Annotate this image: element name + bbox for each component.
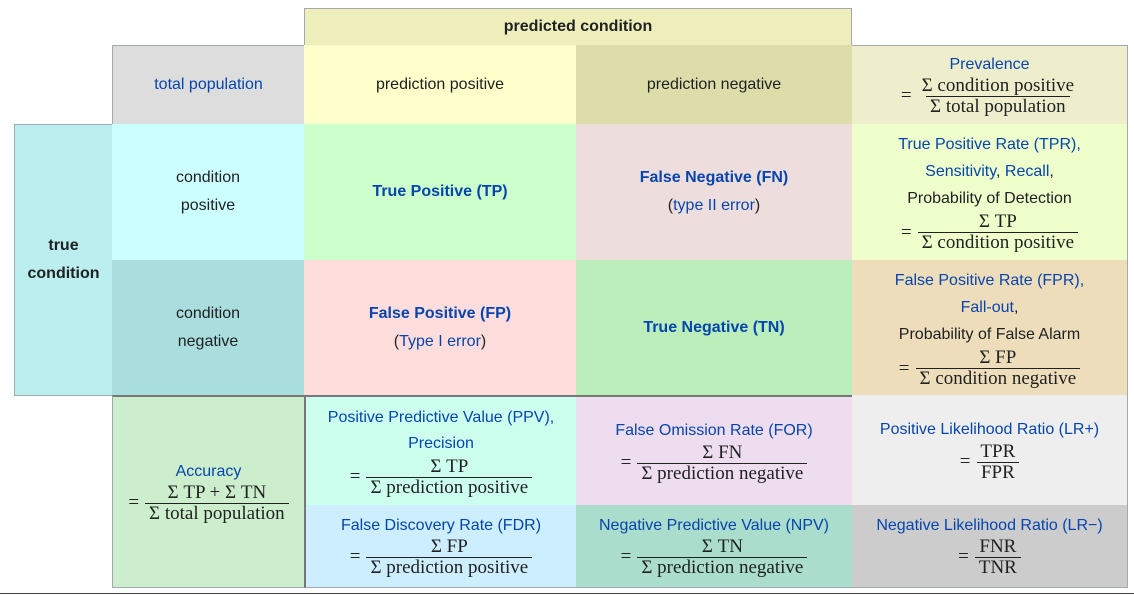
true-condition-label: true condition <box>14 124 113 396</box>
probability-of-false-alarm-label: Probability of False Alarm <box>898 325 1081 343</box>
bottom-divider <box>0 593 1134 594</box>
accuracy-cell: Accuracy = Σ TP + Σ TN Σ total populatio… <box>112 395 305 588</box>
for-formula: = Σ FN Σ prediction negative <box>621 442 808 484</box>
npv-formula: = Σ TN Σ prediction negative <box>621 536 808 578</box>
probability-of-detection-label: Probability of Detection <box>907 190 1072 207</box>
false-negative-label[interactable]: False Negative (FN) <box>639 169 789 186</box>
true-positive-label[interactable]: True Positive (TP) <box>372 183 508 200</box>
fdr-cell: False Discovery Rate (FDR) = Σ FP Σ pred… <box>304 505 577 588</box>
precision-link[interactable]: Precision <box>408 434 474 452</box>
prevalence-link[interactable]: Prevalence <box>949 55 1030 73</box>
false-negative-cell: False Negative (FN) (type II error) <box>576 124 853 261</box>
lr-positive-formula: = TPR FPR <box>960 441 1020 483</box>
total-population-cell[interactable]: total population <box>112 45 305 125</box>
ppv-formula: = Σ TP Σ prediction positive <box>350 456 533 498</box>
prediction-positive-label: prediction positive <box>375 75 505 93</box>
prevalence-cell: Prevalence = Σ condition positive Σ tota… <box>852 45 1128 125</box>
prevalence-formula: = Σ condition positive Σ total populatio… <box>900 74 1075 117</box>
total-population-label[interactable]: total population <box>154 76 263 93</box>
false-positive-cell: False Positive (FP) (Type I error) <box>304 260 577 396</box>
accuracy-formula: = Σ TP + Σ TN Σ total population <box>128 482 289 524</box>
fpr-cell: False Positive Rate (FPR), Fall-out, Pro… <box>852 260 1128 396</box>
lr-positive-cell: Positive Likelihood Ratio (LR+) = TPR FP… <box>852 395 1128 506</box>
sensitivity-recall-line: Sensitivity, Recall, <box>925 163 1054 180</box>
lr-negative-link[interactable]: Negative Likelihood Ratio (LR−) <box>876 516 1103 534</box>
prediction-negative-label: prediction negative <box>646 75 782 93</box>
true-positive-cell[interactable]: True Positive (TP) <box>304 124 577 261</box>
lr-negative-formula: = FNR TNR <box>958 536 1021 578</box>
predicted-condition-label: predicted condition <box>503 18 653 35</box>
lr-negative-cell: Negative Likelihood Ratio (LR−) = FNR TN… <box>852 505 1128 588</box>
condition-negative-cell: condition negative <box>112 260 305 396</box>
type-i-error-link[interactable]: Type I error <box>399 332 481 350</box>
tpr-formula: = Σ TP Σ condition positive <box>901 212 1079 253</box>
recall-link[interactable]: Recall <box>1004 163 1050 180</box>
prediction-positive-cell: prediction positive <box>304 45 577 125</box>
sensitivity-link[interactable]: Sensitivity <box>925 163 997 180</box>
type-ii-error-note: (type II error) <box>667 197 761 214</box>
predicted-condition-header: predicted condition <box>304 8 852 46</box>
npv-link[interactable]: Negative Predictive Value (NPV) <box>598 516 830 534</box>
condition-positive-cell: condition positive <box>112 124 305 261</box>
tpr-cell: True Positive Rate (TPR), Sensitivity, R… <box>852 124 1128 261</box>
fpr-link[interactable]: False Positive Rate (FPR), <box>894 271 1085 289</box>
accuracy-link[interactable]: Accuracy <box>175 462 242 480</box>
type-i-error-note: (Type I error) <box>393 332 487 350</box>
fpr-formula: = Σ FP Σ condition negative <box>899 347 1081 389</box>
fall-out-line: Fall-out, <box>960 298 1019 316</box>
fdr-formula: = Σ FP Σ prediction positive <box>350 536 533 578</box>
type-ii-error-link[interactable]: type II error <box>673 197 755 214</box>
tpr-link[interactable]: True Positive Rate (TPR), <box>898 136 1081 153</box>
false-positive-label[interactable]: False Positive (FP) <box>368 304 512 322</box>
true-negative-cell[interactable]: True Negative (TN) <box>576 260 853 396</box>
ppv-link[interactable]: Positive Predictive Value (PPV), <box>327 408 555 426</box>
true-negative-label[interactable]: True Negative (TN) <box>643 318 785 336</box>
fdr-link[interactable]: False Discovery Rate (FDR) <box>340 516 542 534</box>
lr-positive-link[interactable]: Positive Likelihood Ratio (LR+) <box>879 420 1100 438</box>
npv-cell: Negative Predictive Value (NPV) = Σ TN Σ… <box>576 505 853 588</box>
prediction-negative-cell: prediction negative <box>576 45 853 125</box>
fall-out-link[interactable]: Fall-out <box>960 298 1014 316</box>
for-cell: False Omission Rate (FOR) = Σ FN Σ predi… <box>576 395 853 506</box>
for-link[interactable]: False Omission Rate (FOR) <box>615 421 813 439</box>
ppv-cell: Positive Predictive Value (PPV), Precisi… <box>304 395 577 506</box>
